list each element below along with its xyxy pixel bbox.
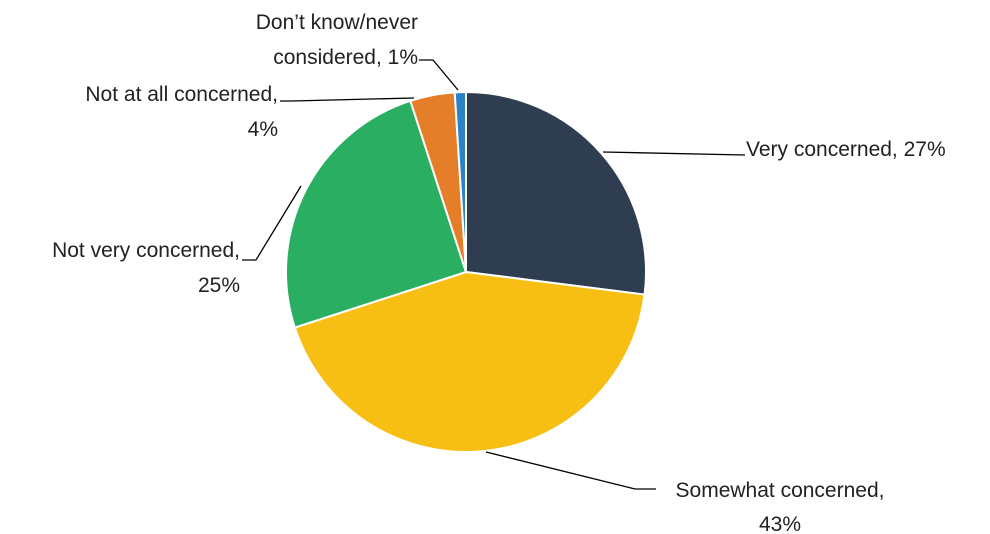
data-labels: Very concerned, 27% Somewhat concerned, 43… [52, 11, 946, 534]
leader-line-very-concerned [602, 151, 746, 156]
data-label-not-at-all-concerned: Not at all concerned, 4% [85, 83, 278, 141]
leader-line-not-very-concerned [242, 185, 302, 261]
data-label-not-very-concerned: Not very concerned, 25% [52, 239, 240, 297]
pie-slice-don-t-know-never-considered [453, 90, 467, 273]
pie-slice-very-concerned [465, 90, 647, 296]
pie-slices [285, 90, 647, 453]
data-label-don-t-know-never-considered: Don’t know/never considered, 1% [256, 11, 418, 69]
leader-line-don-t-know-never-considered [419, 59, 459, 91]
leader-line-somewhat-concerned [485, 451, 656, 490]
pie-slice-somewhat-concerned [293, 270, 646, 453]
data-label-somewhat-concerned: Somewhat concerned, 43% [676, 479, 885, 534]
leader-lines [242, 59, 746, 490]
data-label-very-concerned: Very concerned, 27% [746, 138, 946, 161]
pie-slice-not-very-concerned [285, 99, 468, 329]
leader-line-not-at-all-concerned [280, 97, 415, 102]
